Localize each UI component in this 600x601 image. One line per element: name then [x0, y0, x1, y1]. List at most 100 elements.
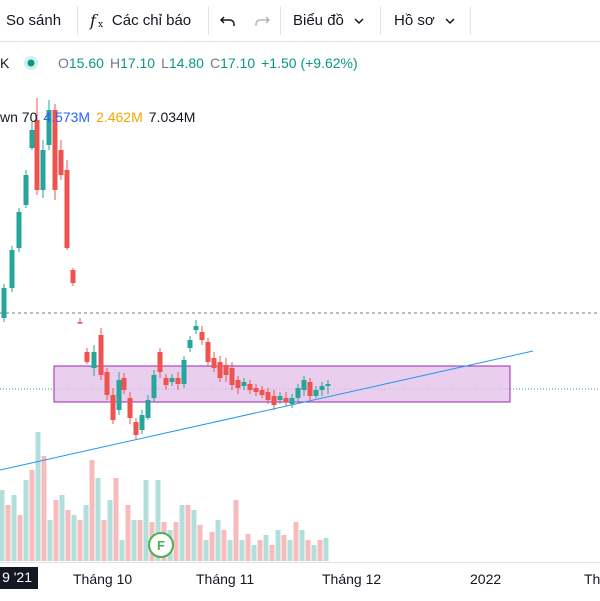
time-axis[interactable]: 9 '21 Tháng 10 Tháng 11 Tháng 12 2022 Th	[0, 562, 600, 601]
candle-body	[301, 380, 307, 390]
candle-body	[265, 392, 271, 400]
price-chart[interactable]: F	[0, 42, 600, 562]
volume-bar	[113, 478, 119, 561]
volume-indicator-name[interactable]: wn 70	[0, 109, 38, 125]
market-status-dot	[23, 55, 39, 71]
chevron-down-icon	[354, 17, 364, 24]
volume-bar	[323, 538, 329, 561]
volume-bar	[137, 520, 143, 561]
candle-body	[211, 358, 217, 368]
volume-bar	[101, 520, 107, 561]
candle-body	[157, 352, 163, 372]
trend-line[interactable]	[0, 350, 534, 471]
volume-bar	[11, 495, 17, 561]
volume-bar	[173, 522, 179, 561]
candle-body	[235, 380, 241, 388]
candle-body	[64, 170, 70, 248]
status-dot-icon	[24, 56, 38, 70]
candle-body	[277, 396, 283, 400]
candle-body	[139, 415, 145, 430]
candle-body	[9, 250, 15, 288]
symbol-tail[interactable]: K	[0, 55, 10, 71]
candle-body	[133, 422, 139, 435]
volume-bar	[281, 535, 287, 561]
volume-bar	[53, 500, 59, 561]
earnings-marker[interactable]: F	[148, 532, 174, 558]
redo-button[interactable]	[252, 0, 272, 41]
volume-bar	[263, 535, 269, 561]
earnings-marker-letter: F	[157, 538, 165, 553]
volume-bar	[269, 545, 275, 561]
candle-body	[271, 396, 277, 405]
volume-bar	[125, 505, 131, 561]
profile-menu-button[interactable]: Hồ sơ	[394, 0, 455, 41]
volume-bar	[227, 540, 233, 561]
high-label: H	[109, 55, 121, 71]
time-tick: Tháng 10	[73, 571, 133, 587]
toolbar-divider	[380, 6, 381, 35]
high-value: 17.10	[120, 55, 156, 71]
candle-body	[163, 378, 169, 385]
undo-button[interactable]	[218, 0, 238, 41]
candle-body	[151, 375, 157, 398]
compare-button[interactable]: So sánh	[6, 0, 61, 41]
close-label: C	[209, 55, 221, 71]
candle-body	[121, 378, 127, 390]
volume-bar	[5, 505, 11, 561]
undo-icon	[219, 15, 235, 26]
candle-body	[34, 120, 40, 190]
volume-bar	[131, 520, 137, 561]
volume-bar	[305, 540, 311, 561]
candle-body	[16, 212, 22, 248]
toolbar-divider	[470, 6, 471, 35]
candle-body	[40, 150, 46, 190]
volume-bar	[209, 532, 215, 561]
volume-bar	[35, 432, 41, 561]
volume-bar	[143, 480, 149, 561]
candle-body	[247, 384, 253, 390]
candle-body	[116, 380, 122, 410]
volume-bar	[317, 540, 323, 561]
candle-body	[295, 388, 301, 398]
chart-menu-label: Biểu đồ	[293, 12, 344, 29]
volume-bar	[203, 540, 209, 561]
volume-bars	[0, 432, 329, 561]
candle-body	[46, 110, 52, 145]
candle-body	[193, 326, 199, 330]
earnings-marker-circle	[148, 532, 174, 558]
volume-bar	[299, 530, 305, 561]
toolbar-divider	[280, 6, 281, 35]
toolbar-divider	[208, 6, 209, 35]
candle-body	[199, 332, 205, 340]
candlesticks	[1, 98, 331, 440]
volume-bar	[41, 456, 47, 561]
candle-body	[145, 400, 151, 418]
compare-label: So sánh	[6, 12, 62, 29]
volume-bar	[119, 540, 125, 561]
chevron-down-icon	[445, 17, 455, 24]
candle-body	[1, 288, 7, 318]
volume-bar	[293, 522, 299, 561]
volume-bar	[107, 500, 113, 561]
indicators-label: Các chỉ báo	[111, 12, 192, 29]
volume-bar	[47, 520, 53, 561]
candle-body	[313, 390, 319, 396]
volume-legend: wn 70 4.573M 2.462M 7.034M	[0, 106, 195, 128]
volume-bar	[233, 500, 239, 561]
candle-body	[29, 130, 35, 148]
candle-body	[104, 372, 110, 395]
time-tick: Th	[584, 571, 600, 587]
close-value: 17.10	[220, 55, 256, 71]
time-tick: 2022	[470, 571, 502, 587]
volume-bar	[311, 545, 317, 561]
candle-body	[289, 398, 295, 404]
time-tick: Tháng 12	[322, 571, 382, 587]
volume-bar	[251, 545, 257, 561]
chart-menu-button[interactable]: Biểu đồ	[293, 0, 364, 41]
profile-menu-label: Hồ sơ	[394, 12, 435, 29]
volume-value-3: 7.034M	[148, 109, 196, 125]
volume-bar	[191, 510, 197, 561]
candle-body	[259, 390, 265, 395]
volume-bar	[215, 520, 221, 561]
